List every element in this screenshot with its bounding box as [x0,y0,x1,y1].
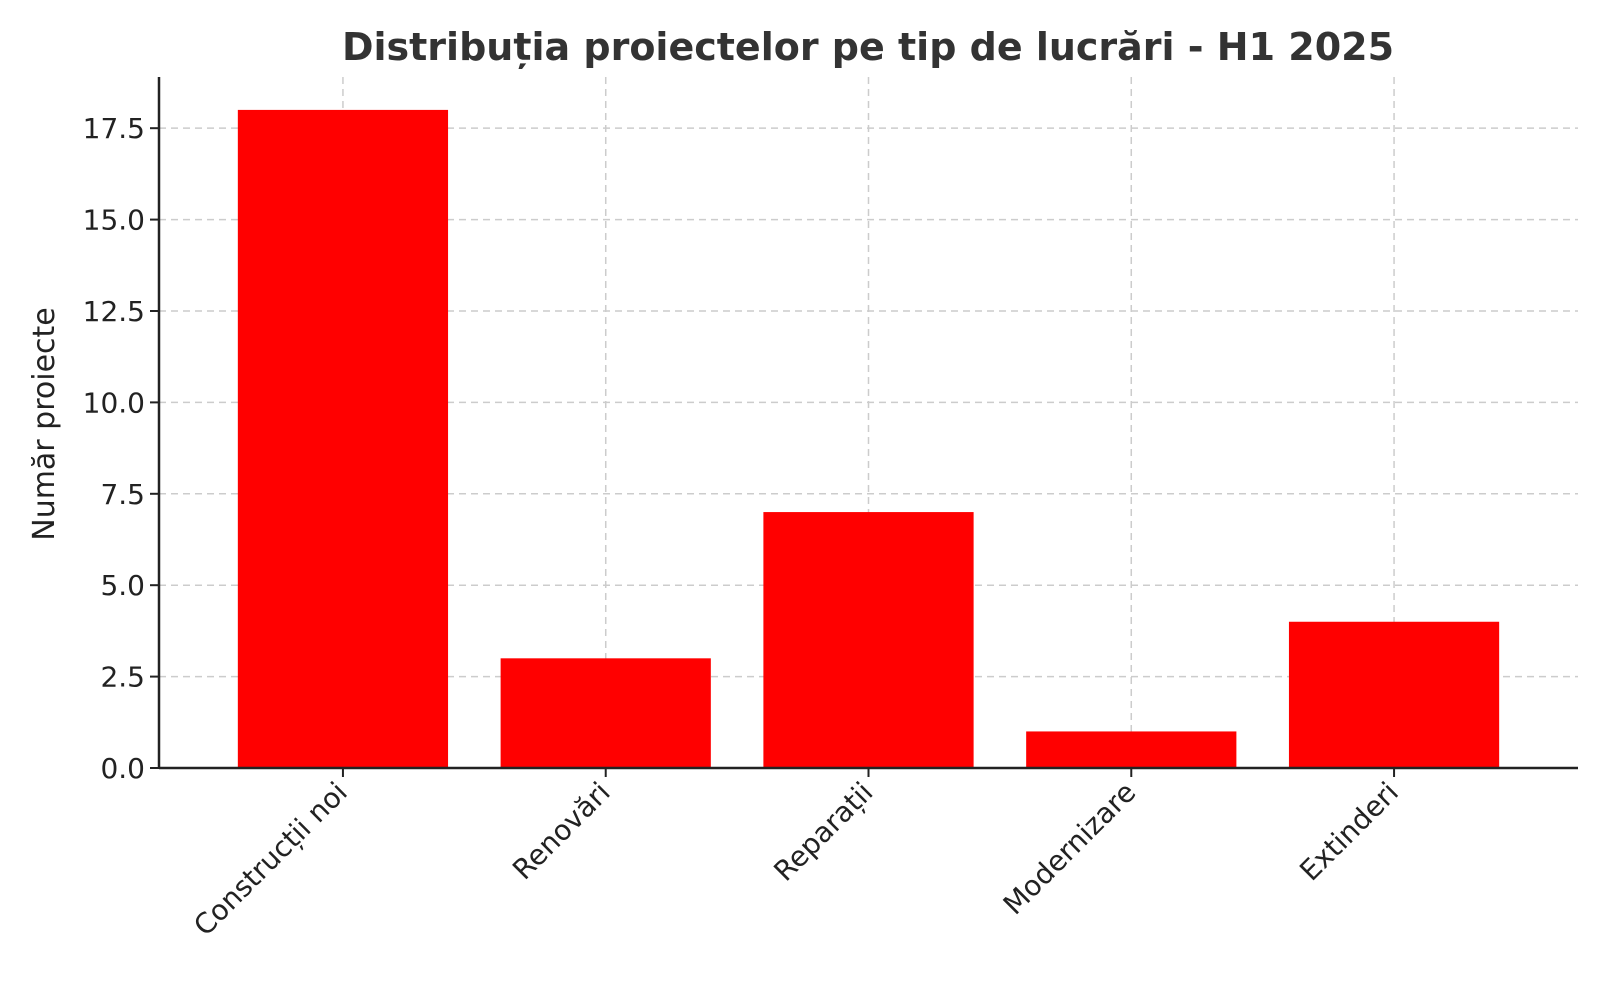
bar-2 [763,512,974,768]
x-tick-label: Construcții noi [187,776,354,943]
x-tick-label: Modernizare [997,776,1143,922]
bar-4 [1288,621,1500,768]
y-axis-ticks: 0.0 2.5 5.0 7.5 10.0 12.5 15.0 17.5 [83,112,159,785]
x-axis-ticks: Construcții noi Renovări Reparații Moderniz… [187,768,1405,942]
y-tick-label: 12.5 [83,295,145,328]
bar-1 [500,658,711,768]
y-tick-label: 0.0 [100,752,145,785]
y-axis-label: Număr proiecte [27,307,62,541]
y-tick-label: 15.0 [83,204,145,237]
chart-title: Distribuția proiectelor pe tip de lucrăr… [342,25,1394,69]
x-tick-label: Reparații [767,776,879,888]
bar-0 [237,109,449,768]
bar-3 [1026,731,1237,768]
y-tick-label: 2.5 [100,661,145,694]
y-tick-label: 17.5 [83,112,145,145]
bars [237,109,1500,768]
y-tick-label: 10.0 [83,386,145,419]
x-tick-label: Extinderi [1293,776,1405,888]
x-tick-label: Renovări [506,776,617,887]
y-tick-label: 5.0 [100,569,145,602]
y-tick-label: 7.5 [100,478,145,511]
